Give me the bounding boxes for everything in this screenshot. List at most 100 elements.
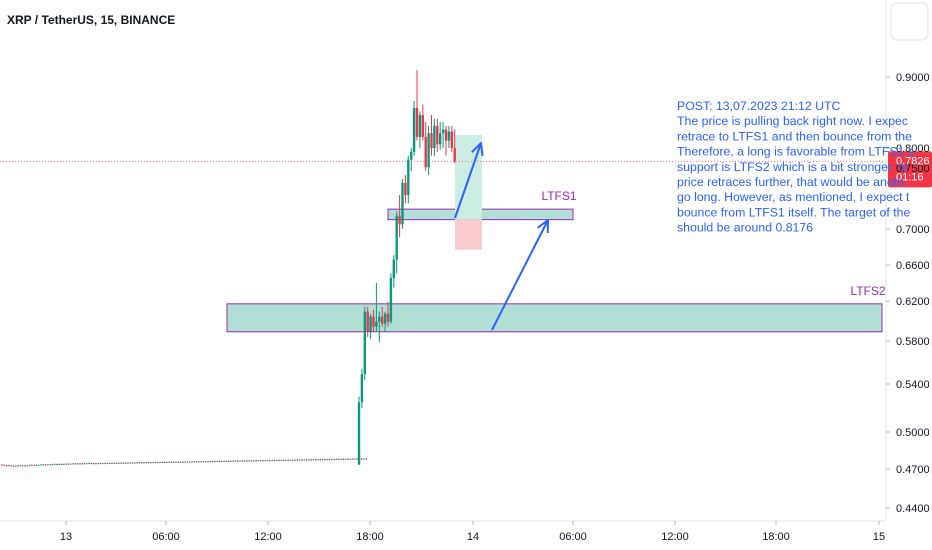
arrow-ltfs2-to-ltfs1 [491,219,549,331]
arrow-ltfs2-to-ltfs1-head [537,219,549,234]
note-line: price retraces further, that would be an… [677,175,904,189]
candle-body [430,133,433,149]
candle-body [381,316,384,324]
candle-body [450,131,453,149]
candle-body [412,107,416,152]
candle-body [90,463,93,465]
candle-body [441,129,445,134]
candle-body [120,462,122,464]
note-line: POST: 13,07.2023 21:12 UTC [677,99,840,113]
candle-body [298,459,301,461]
x-tick-label: 13 [60,531,72,543]
candle-body [21,465,24,467]
candle-body [407,159,410,196]
price-axis[interactable]: 0.9000 0.8000 0.7500 0.7000 0.6600 0.6200 0.58… [885,0,930,520]
candle-body [415,107,419,137]
candle-body [83,463,86,465]
zone-label-ltfs2: LTFS2 [850,284,885,298]
position-entry-area [455,161,482,220]
y-tick-label: 0.5800 [896,336,930,348]
zones-layer: LTFS1 LTFS2 [226,189,886,333]
candle-body [356,458,358,460]
candles-layer [1,70,456,467]
candle-body [115,462,118,464]
candle-body [365,458,367,460]
candle-body [328,459,331,461]
last-price-tag [888,151,932,188]
chart-menu-button[interactable] [890,2,929,41]
candle-body [248,460,251,462]
note-line: bounce from LTFS1 itself. The target of … [677,205,910,219]
candle-body [259,460,262,462]
candle-body [163,462,166,464]
candle-body [301,459,303,461]
candle-body [241,460,244,462]
x-tick-label: 06:00 [559,531,587,543]
candle-body [351,458,354,460]
note-line: The price is pulling back right now. I e… [677,114,908,128]
candle-body [166,461,168,463]
candle-body [65,463,67,465]
time-axis[interactable]: 13 06:00 12:00 18:00 14 06:00 12:00 18:00 15 [0,520,886,543]
candle-body [214,461,216,463]
candle-body [179,461,182,463]
candle-body [386,313,390,322]
candle-body [3,464,6,466]
candle-body [276,460,278,462]
y-tick-label: 0.7500 [896,163,930,175]
candle-body [200,461,203,463]
candle-body [108,463,111,465]
candle-body [369,316,372,332]
candle-body [223,461,225,463]
candle-body [324,459,326,461]
last-price-countdown: 01:16 [896,171,924,183]
candle-body [433,125,436,149]
note-line: Therefore, a long is favorable from LTFS… [677,145,914,159]
candle-body [207,461,209,463]
y-tick-label: 0.4400 [896,503,930,515]
candle-body [113,462,116,464]
candle-body [344,458,347,460]
y-tick-label: 0.5000 [896,427,930,439]
candle-body [136,462,138,464]
candle-body [154,462,157,464]
long-position-tool[interactable] [455,134,482,250]
x-tick-label: 14 [467,531,479,543]
candle-body [72,463,74,465]
candle-body [124,462,127,464]
candle-body [398,215,401,225]
candle-body [127,462,129,464]
last-price-value: 0.7826 [896,155,930,167]
candle-body [271,460,274,462]
candle-body [74,463,77,465]
candle-body [168,462,170,464]
candle-body [177,461,180,463]
candle-body [138,462,141,464]
candle-body [30,464,33,466]
candle-body [243,460,246,462]
candle-body [216,461,219,463]
y-tick-label: 0.6200 [896,296,930,308]
candle-body [37,464,40,466]
candle-body [447,131,451,141]
candle-body [42,464,45,466]
candle-body [140,462,143,464]
candle-body [40,464,42,466]
candle-body [273,460,276,462]
candle-body [340,458,342,460]
candle-body [145,462,148,464]
candle-body [150,462,152,464]
y-tick-label: 0.9000 [896,72,930,84]
candle-body [14,465,17,467]
y-tick-label: 0.8000 [896,143,930,155]
candle-body [314,459,317,461]
candle-body [246,460,248,462]
candle-body [161,462,164,464]
note-line: should be around 0.8176 [677,221,813,235]
chart-title: XRP / TetherUS, 15, BINANCE [7,13,175,27]
candle-body [335,458,338,460]
candle-body [308,459,310,461]
candle-body [12,465,15,467]
candle-body [357,402,361,465]
